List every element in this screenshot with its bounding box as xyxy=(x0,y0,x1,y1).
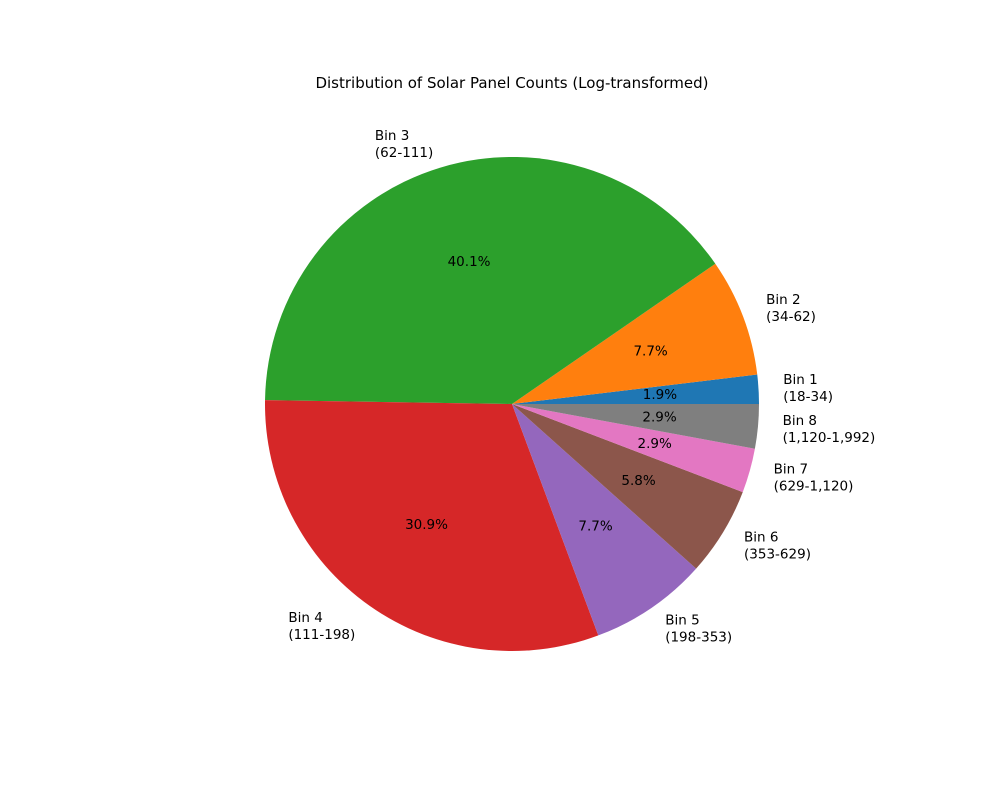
percent-labels: 1.9% 7.7% 40.1% 30.9% 7.7% 5.8% 2.9% 2.9% xyxy=(405,254,677,534)
pie-slices xyxy=(265,156,759,651)
pct-label-bin-1: 1.9% xyxy=(643,387,677,403)
category-label-bin-6: Bin 6 (353-629) xyxy=(744,530,811,563)
category-label-bin-1: Bin 1 (18-34) xyxy=(783,372,833,405)
pct-label-bin-8: 2.9% xyxy=(642,409,676,425)
pct-label-bin-5: 7.7% xyxy=(578,518,612,534)
pie-slice-bin-1 xyxy=(512,374,759,404)
category-label-bin-5: Bin 5 (198-353) xyxy=(665,613,732,646)
pct-label-bin-7: 2.9% xyxy=(638,436,672,452)
pie-slice-bin-6 xyxy=(512,404,743,569)
pie-slice-bin-5 xyxy=(512,404,697,636)
category-label-bin-8: Bin 8 (1,120-1,992) xyxy=(783,413,876,446)
pct-label-bin-6: 5.8% xyxy=(621,473,655,489)
category-label-bin-2: Bin 2 (34-62) xyxy=(766,292,816,325)
pct-label-bin-4: 30.9% xyxy=(405,517,448,533)
pie-slice-bin-2 xyxy=(512,263,758,404)
category-label-bin-3: Bin 3 (62-111) xyxy=(375,128,433,161)
category-label-bin-7: Bin 7 (629-1,120) xyxy=(774,462,854,495)
category-label-bin-4: Bin 4 (111-198) xyxy=(288,610,355,643)
pie-slice-bin-8 xyxy=(512,404,759,449)
pct-label-bin-3: 40.1% xyxy=(448,254,491,270)
category-labels: Bin 1 (18-34) Bin 2 (34-62) Bin 3 (62-111) Bin… xyxy=(288,128,875,645)
chart-title: Distribution of Solar Panel Counts (Log-… xyxy=(315,74,708,92)
pct-label-bin-2: 7.7% xyxy=(633,344,667,360)
pie-slice-bin-4 xyxy=(265,400,599,651)
pie-slice-bin-7 xyxy=(512,404,755,493)
pie-slice-bin-3 xyxy=(265,156,716,404)
